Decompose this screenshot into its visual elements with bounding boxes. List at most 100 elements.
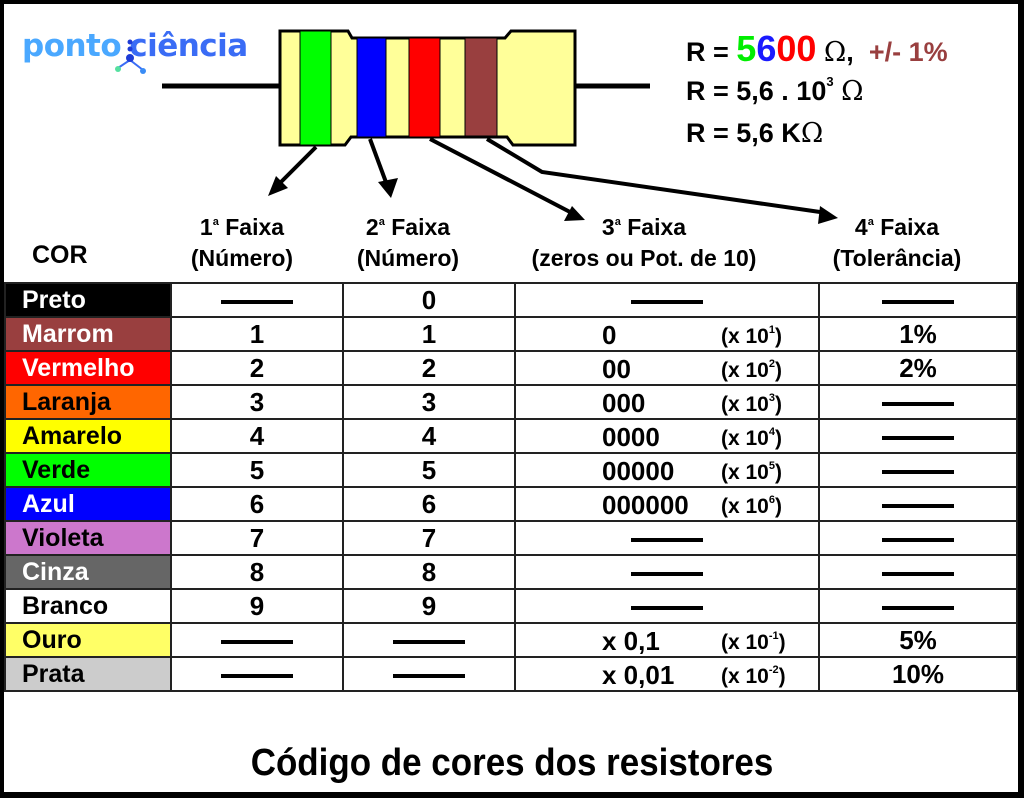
tolerance-cell: 2% <box>818 350 1018 386</box>
color-name-cell: Amarelo <box>4 418 172 454</box>
band1-cell: 2 <box>170 350 344 386</box>
table-row: Cinza 8 8 <box>4 554 1018 590</box>
pow-suffix: ) <box>775 461 782 484</box>
logo: ponto ciência <box>22 28 248 64</box>
band-3 <box>408 37 441 138</box>
zeros-value: x 0,01 <box>602 660 675 691</box>
band1-cell <box>170 282 344 318</box>
pow-exponent: 5 <box>768 460 775 472</box>
dash-icon <box>221 299 293 304</box>
band1-cell <box>170 622 344 658</box>
pow-suffix: ) <box>775 495 782 518</box>
header-ord: a <box>614 216 621 228</box>
band2-cell: 0 <box>342 282 516 318</box>
pow-suffix: ) <box>775 393 782 416</box>
dash-icon <box>631 571 703 576</box>
band1-cell: 1 <box>170 316 344 352</box>
multiplier-cell: 00000 (x 105) <box>514 452 820 488</box>
dash-icon <box>882 503 954 508</box>
arrow-heads <box>268 176 838 224</box>
dash-icon <box>631 537 703 542</box>
power-of-ten: (x 10-2) <box>721 664 786 689</box>
molecule-icon <box>115 39 146 74</box>
band-2 <box>356 37 387 138</box>
band2-cell: 5 <box>342 452 516 488</box>
band1-cell: 7 <box>170 520 344 556</box>
tolerance-cell <box>818 452 1018 488</box>
pow-prefix: (x 10 <box>721 359 769 382</box>
power-of-ten: (x 103) <box>721 392 782 417</box>
omega-symbol: Ω <box>823 37 847 68</box>
dash-icon <box>882 401 954 406</box>
table-row: Vermelho 2 2 00 (x 102) 2% <box>4 350 1018 386</box>
pow-exponent: 1 <box>768 324 775 336</box>
band2-cell: 9 <box>342 588 516 624</box>
power-of-ten: (x 104) <box>721 426 782 451</box>
header-sub: (Número) <box>356 245 460 271</box>
band2-cell <box>342 622 516 658</box>
power-of-ten: (x 101) <box>721 324 782 349</box>
pow-prefix: (x 10 <box>721 393 769 416</box>
band-1 <box>299 30 332 146</box>
band1-cell: 9 <box>170 588 344 624</box>
band2-cell: 4 <box>342 418 516 454</box>
band1-cell: 5 <box>170 452 344 488</box>
tolerance-cell: 5% <box>818 622 1018 658</box>
table-row: Verde 5 5 00000 (x 105) <box>4 452 1018 488</box>
pow-exponent: 2 <box>768 358 775 370</box>
pow-prefix: (x 10 <box>721 461 769 484</box>
band2-cell: 7 <box>342 520 516 556</box>
digit-blue: 6 <box>756 28 777 69</box>
omega-symbol: Ω <box>800 118 824 149</box>
zeros-value: 00 <box>602 354 631 385</box>
header-title: Faixa <box>218 214 285 240</box>
color-name-cell: Verde <box>4 452 172 488</box>
header-num: 2 <box>365 214 379 240</box>
header-title: Faixa <box>873 214 940 240</box>
header-num: 3 <box>601 214 615 240</box>
dash-icon <box>882 469 954 474</box>
power-of-ten: (x 106) <box>721 494 782 519</box>
pow-prefix: (x 10 <box>721 665 769 688</box>
digit-green: 5 <box>736 28 757 69</box>
dash-icon <box>882 605 954 610</box>
multiplier-cell <box>514 520 820 556</box>
pow-suffix: ) <box>775 427 782 450</box>
color-name-cell: Laranja <box>4 384 172 420</box>
header-title: Faixa <box>620 214 687 240</box>
header-band-4: 4a Faixa (Tolerância) <box>815 207 979 274</box>
zeros-value: x 0,1 <box>602 626 660 657</box>
formula-prefix: R = <box>686 37 737 67</box>
tolerance-cell: 1% <box>818 316 1018 352</box>
pow-suffix: ) <box>775 325 782 348</box>
pow-prefix: (x 10 <box>721 631 769 654</box>
header-cor: COR <box>32 241 88 269</box>
band1-cell: 6 <box>170 486 344 522</box>
zeros-value: 000000 <box>602 490 689 521</box>
band2-cell: 2 <box>342 350 516 386</box>
dash-icon <box>882 299 954 304</box>
header-num: 4 <box>854 214 868 240</box>
header-title: Faixa <box>384 214 451 240</box>
tolerance-cell <box>818 520 1018 556</box>
table-row: Violeta 7 7 <box>4 520 1018 556</box>
color-name-cell: Preto <box>4 282 172 318</box>
tolerance-cell <box>818 418 1018 454</box>
dash-icon <box>882 571 954 576</box>
omega-symbol: Ω <box>841 76 864 107</box>
color-name-cell: Ouro <box>4 622 172 658</box>
dash-icon <box>882 537 954 542</box>
table-row: Ouro x 0,1 (x 10-1) 5% <box>4 622 1018 658</box>
pow-exponent: 6 <box>768 494 775 506</box>
table-row: Marrom 1 1 0 (x 101) 1% <box>4 316 1018 352</box>
header-ord: a <box>212 216 219 228</box>
header-sub: (zeros ou Pot. de 10) <box>531 245 757 271</box>
tolerance-cell <box>818 588 1018 624</box>
table-row: Azul 6 6 000000 (x 106) <box>4 486 1018 522</box>
tolerance-cell <box>818 384 1018 420</box>
power-of-ten: (x 10-1) <box>721 630 786 655</box>
zeros-value: 0 <box>602 320 617 351</box>
tolerance-cell: 10% <box>818 656 1018 692</box>
pow-exponent: -2 <box>768 664 779 676</box>
formula-prefix: R = 5,6 K <box>686 118 801 148</box>
